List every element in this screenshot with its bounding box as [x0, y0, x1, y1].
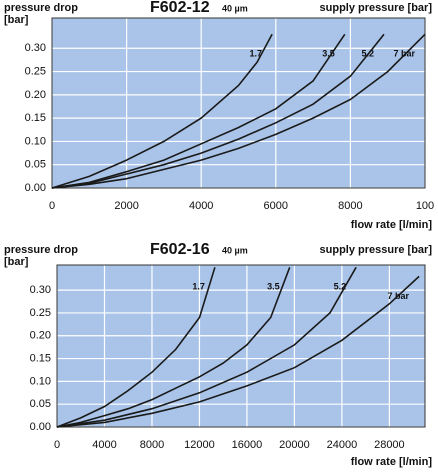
x-label: flow rate [l/min]: [351, 456, 433, 468]
y-tick-label: 0.20: [25, 89, 46, 101]
chart-title: F602-12: [150, 0, 210, 16]
curve-label: 1.7: [192, 282, 205, 292]
y-label: pressure drop: [4, 244, 78, 256]
plot-frame: [51, 17, 426, 189]
y-tick-label: 0.25: [30, 307, 51, 319]
curve-label: 5.2: [334, 282, 347, 292]
y-tick-label: 0.00: [25, 182, 46, 194]
x-tick-label: 2000: [114, 200, 138, 212]
x-tick-label: 8000: [338, 200, 362, 212]
curve-label: 1.7: [250, 49, 263, 59]
y-label: pressure drop: [4, 2, 78, 14]
curve: [51, 33, 385, 189]
curve: [56, 266, 357, 428]
curve: [51, 33, 273, 189]
plot-area: [56, 264, 426, 428]
y-unit: [bar]: [4, 14, 29, 26]
y-tick-label: 0.25: [25, 65, 46, 77]
x-tick-label: 0: [54, 439, 60, 451]
x-tick-label: 4000: [92, 439, 116, 451]
x-tick-label: 24000: [327, 439, 358, 451]
y-tick-label: 0.05: [30, 398, 51, 410]
y-tick-label: 0.10: [25, 135, 46, 147]
subtitle: 40 µm: [222, 3, 248, 13]
curve: [51, 33, 426, 189]
x-tick-label: 16000: [232, 439, 263, 451]
legend-title: supply pressure [bar]: [320, 2, 433, 14]
y-tick-label: 0.15: [25, 112, 46, 124]
curve-label: 5.2: [361, 49, 374, 59]
x-tick-label: 6000: [264, 200, 288, 212]
plot-area: [51, 17, 426, 189]
curve-label: 7 bar: [393, 49, 415, 59]
x-label: flow rate [l/min]: [351, 219, 433, 231]
subtitle: 40 µm: [222, 245, 248, 255]
curve-label: 3.5: [267, 282, 280, 292]
x-tick-label: 4000: [189, 200, 213, 212]
curve: [56, 275, 420, 428]
y-tick-label: 0.15: [30, 352, 51, 364]
curve: [56, 267, 216, 428]
y-tick-label: 0.00: [30, 421, 51, 433]
curve-label: 3.5: [322, 49, 335, 59]
y-tick-label: 0.20: [30, 330, 51, 342]
curve: [56, 267, 291, 428]
y-unit: [bar]: [4, 256, 29, 268]
legend-title: supply pressure [bar]: [320, 244, 433, 256]
y-tick-label: 0.05: [25, 159, 46, 171]
plot-frame: [56, 264, 426, 428]
curve-label: 7 bar: [388, 291, 410, 301]
x-tick-label: 0: [49, 200, 55, 212]
y-tick-label: 0.30: [25, 42, 46, 54]
chart-title: F602-16: [150, 241, 210, 258]
y-tick-label: 0.30: [30, 284, 51, 296]
y-tick-label: 0.10: [30, 375, 51, 387]
x-tick-label: 20000: [279, 439, 310, 451]
curve: [51, 33, 346, 189]
x-tick-label: 8000: [140, 439, 164, 451]
x-tick-label: 28000: [374, 439, 405, 451]
x-tick-label: 12000: [184, 439, 215, 451]
x-tick-label: 100: [416, 200, 434, 212]
